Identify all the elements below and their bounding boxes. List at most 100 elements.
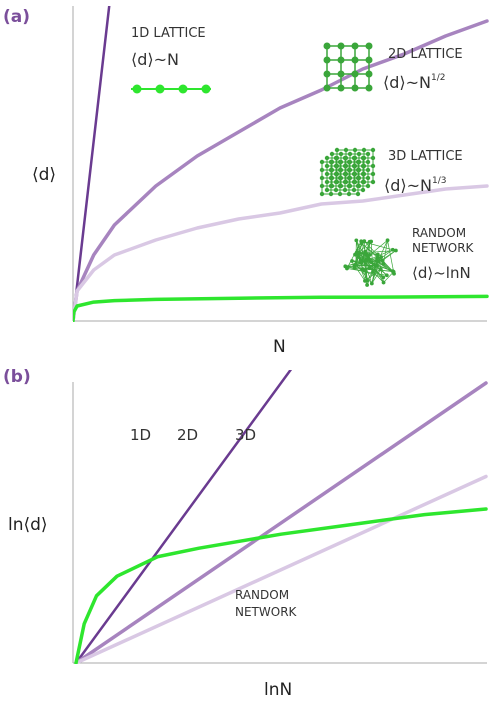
cube-node: [333, 171, 339, 177]
cube-node: [324, 187, 330, 193]
label-2d-lattice: 2D LATTICE: [388, 47, 463, 62]
network-node: [390, 247, 395, 252]
chain-lattice-icon: [131, 84, 211, 94]
cube-node: [351, 179, 357, 185]
network-link: [382, 250, 397, 261]
grid-node: [323, 70, 331, 78]
cube-node: [338, 151, 344, 157]
cube-node: [343, 147, 349, 153]
cube-node: [319, 191, 325, 197]
cube-node: [370, 179, 376, 185]
chain-node: [201, 84, 211, 94]
network-node: [353, 262, 358, 267]
cube-node: [324, 155, 330, 161]
network-node: [369, 260, 374, 265]
network-link: [371, 269, 382, 284]
panel-a-series: [73, 6, 489, 322]
panel-a-label: (a): [3, 7, 30, 27]
cube-node: [337, 183, 343, 189]
formula-2d-base: ⟨d⟩~N: [383, 73, 431, 92]
cube-node: [355, 167, 361, 173]
network-node: [362, 268, 367, 273]
network-node: [379, 255, 384, 259]
cube-node: [365, 183, 371, 189]
network-node: [359, 259, 364, 264]
cube-node: [365, 175, 371, 181]
cube-node: [355, 191, 361, 197]
grid-node: [351, 70, 359, 78]
cube-node: [333, 187, 339, 193]
cube-node: [355, 175, 361, 181]
panel-a-series-line-3: [73, 184, 489, 322]
network-node: [384, 273, 389, 278]
network-link: [387, 240, 394, 272]
network-link: [366, 240, 388, 286]
cube-node: [342, 179, 348, 185]
cube-node: [360, 187, 366, 193]
label-b-3d: 3D: [235, 426, 256, 444]
network-node: [363, 249, 368, 254]
cube-node: [351, 171, 357, 177]
panel-b-series-line-2: [74, 381, 488, 664]
network-node: [350, 259, 354, 263]
network-node: [359, 239, 364, 244]
panel-b-series-line-3: [74, 474, 488, 664]
cube-node: [351, 187, 357, 193]
label-3d-lattice: 3D LATTICE: [388, 149, 463, 164]
cube-node: [342, 171, 348, 177]
network-node: [393, 248, 398, 253]
network-node: [369, 281, 374, 286]
chain-node: [178, 84, 188, 94]
network-link: [370, 241, 374, 273]
network-node: [371, 270, 375, 274]
formula-3d-exponent: 1/3: [432, 176, 446, 186]
network-node: [380, 258, 385, 263]
cube-node: [355, 159, 361, 165]
cube-node: [337, 175, 343, 181]
cube-node: [360, 163, 366, 169]
network-node: [381, 275, 386, 280]
grid-lattice-icon: [323, 42, 373, 92]
network-node: [373, 264, 378, 268]
grid-node: [351, 42, 359, 50]
network-link: [364, 269, 382, 282]
network-node: [392, 271, 396, 276]
network-node: [356, 254, 361, 259]
network-node: [374, 258, 379, 263]
cube-node: [351, 163, 357, 169]
cube-node: [328, 175, 334, 181]
network-node: [367, 266, 372, 271]
network-link: [376, 260, 394, 273]
network-link: [383, 271, 394, 283]
cube-node: [346, 183, 352, 189]
cube-node: [365, 159, 371, 165]
cube-node: [361, 147, 367, 153]
grid-node: [337, 56, 345, 64]
label-b-1d: 1D: [130, 426, 151, 444]
grid-node: [337, 84, 345, 92]
network-node: [354, 250, 359, 255]
cube-node: [346, 167, 352, 173]
panel-b-label: (b): [3, 367, 31, 387]
chain-node: [132, 84, 142, 94]
network-node: [362, 239, 367, 244]
network-node: [381, 280, 386, 285]
grid-node: [365, 42, 373, 50]
cube-node: [346, 191, 352, 197]
cube-node: [346, 175, 352, 181]
cube-node: [329, 151, 335, 157]
cube-node: [328, 191, 334, 197]
cube-node: [337, 167, 343, 173]
panel-a-axes: [72, 6, 487, 322]
grid-node: [365, 84, 373, 92]
cube-node: [365, 167, 371, 173]
formula-2d: ⟨d⟩~N1/2: [383, 73, 446, 92]
cube-node: [360, 155, 366, 161]
cube-node: [337, 159, 343, 165]
network-node: [354, 238, 359, 243]
cube-node: [365, 151, 371, 157]
grid-node: [337, 42, 345, 50]
formula-3d: ⟨d⟩~N1/3: [384, 176, 447, 195]
cube-node: [324, 179, 330, 185]
grid-node: [337, 70, 345, 78]
